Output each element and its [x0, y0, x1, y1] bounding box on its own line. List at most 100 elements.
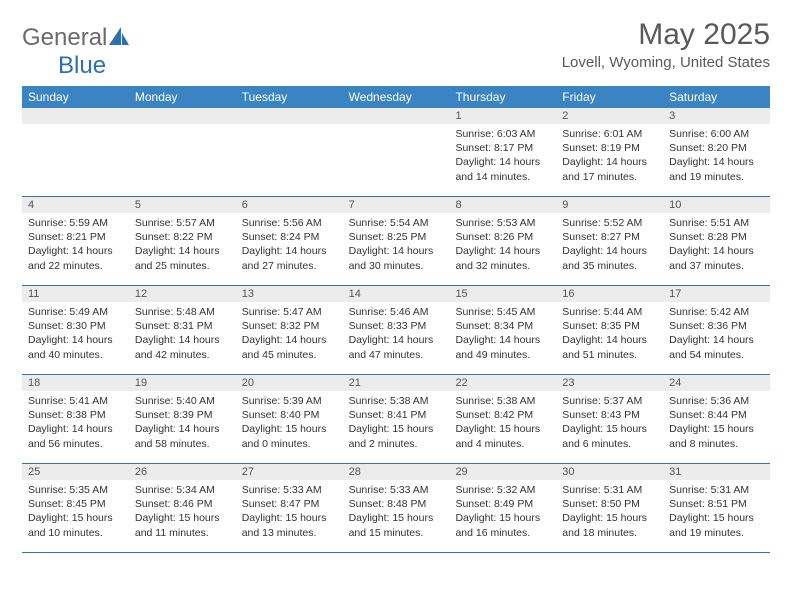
day-number: 7 — [343, 197, 450, 213]
sunset-text: Sunset: 8:27 PM — [562, 230, 657, 244]
day-cell: 9Sunrise: 5:52 AMSunset: 8:27 PMDaylight… — [556, 197, 663, 285]
sunset-text: Sunset: 8:45 PM — [28, 497, 123, 511]
day-body: Sunrise: 5:40 AMSunset: 8:39 PMDaylight:… — [129, 391, 236, 456]
sunrise-text: Sunrise: 5:39 AM — [242, 394, 337, 408]
daylight-text: Daylight: 14 hours and 22 minutes. — [28, 244, 123, 272]
day-cell: 1Sunrise: 6:03 AMSunset: 8:17 PMDaylight… — [449, 108, 556, 196]
sunset-text: Sunset: 8:41 PM — [349, 408, 444, 422]
day-number: 24 — [663, 375, 770, 391]
daylight-text: Daylight: 14 hours and 30 minutes. — [349, 244, 444, 272]
sunset-text: Sunset: 8:30 PM — [28, 319, 123, 333]
day-body: Sunrise: 5:57 AMSunset: 8:22 PMDaylight:… — [129, 213, 236, 278]
day-cell: 4Sunrise: 5:59 AMSunset: 8:21 PMDaylight… — [22, 197, 129, 285]
day-number — [22, 108, 129, 124]
sunset-text: Sunset: 8:25 PM — [349, 230, 444, 244]
sunset-text: Sunset: 8:38 PM — [28, 408, 123, 422]
day-number: 3 — [663, 108, 770, 124]
day-body: Sunrise: 5:39 AMSunset: 8:40 PMDaylight:… — [236, 391, 343, 456]
sunrise-text: Sunrise: 5:35 AM — [28, 483, 123, 497]
sunset-text: Sunset: 8:39 PM — [135, 408, 230, 422]
day-number: 22 — [449, 375, 556, 391]
day-body — [22, 124, 129, 132]
day-body: Sunrise: 5:33 AMSunset: 8:47 PMDaylight:… — [236, 480, 343, 545]
day-cell: 26Sunrise: 5:34 AMSunset: 8:46 PMDayligh… — [129, 464, 236, 552]
daylight-text: Daylight: 14 hours and 35 minutes. — [562, 244, 657, 272]
sunset-text: Sunset: 8:47 PM — [242, 497, 337, 511]
day-cell: 31Sunrise: 5:31 AMSunset: 8:51 PMDayligh… — [663, 464, 770, 552]
header: General Blue May 2025 Lovell, Wyoming, U… — [22, 18, 770, 80]
day-number — [343, 108, 450, 124]
sunset-text: Sunset: 8:42 PM — [455, 408, 550, 422]
day-cell — [236, 108, 343, 196]
sunrise-text: Sunrise: 5:40 AM — [135, 394, 230, 408]
day-cell: 13Sunrise: 5:47 AMSunset: 8:32 PMDayligh… — [236, 286, 343, 374]
day-body — [129, 124, 236, 132]
sunset-text: Sunset: 8:22 PM — [135, 230, 230, 244]
daylight-text: Daylight: 14 hours and 47 minutes. — [349, 333, 444, 361]
sunset-text: Sunset: 8:17 PM — [455, 141, 550, 155]
day-header: Monday — [129, 86, 236, 108]
day-body: Sunrise: 5:44 AMSunset: 8:35 PMDaylight:… — [556, 302, 663, 367]
day-body: Sunrise: 5:53 AMSunset: 8:26 PMDaylight:… — [449, 213, 556, 278]
day-cell: 18Sunrise: 5:41 AMSunset: 8:38 PMDayligh… — [22, 375, 129, 463]
day-cell: 16Sunrise: 5:44 AMSunset: 8:35 PMDayligh… — [556, 286, 663, 374]
sunrise-text: Sunrise: 5:49 AM — [28, 305, 123, 319]
daylight-text: Daylight: 15 hours and 15 minutes. — [349, 511, 444, 539]
day-number: 26 — [129, 464, 236, 480]
day-cell: 15Sunrise: 5:45 AMSunset: 8:34 PMDayligh… — [449, 286, 556, 374]
day-body — [343, 124, 450, 132]
day-number: 18 — [22, 375, 129, 391]
sunrise-text: Sunrise: 5:33 AM — [242, 483, 337, 497]
day-body: Sunrise: 6:01 AMSunset: 8:19 PMDaylight:… — [556, 124, 663, 189]
sunset-text: Sunset: 8:28 PM — [669, 230, 764, 244]
daylight-text: Daylight: 14 hours and 25 minutes. — [135, 244, 230, 272]
week-row: 1Sunrise: 6:03 AMSunset: 8:17 PMDaylight… — [22, 108, 770, 197]
daylight-text: Daylight: 14 hours and 14 minutes. — [455, 155, 550, 183]
sunrise-text: Sunrise: 5:48 AM — [135, 305, 230, 319]
day-number: 17 — [663, 286, 770, 302]
day-cell — [22, 108, 129, 196]
sunrise-text: Sunrise: 6:01 AM — [562, 127, 657, 141]
sunrise-text: Sunrise: 5:44 AM — [562, 305, 657, 319]
sunset-text: Sunset: 8:49 PM — [455, 497, 550, 511]
sunset-text: Sunset: 8:35 PM — [562, 319, 657, 333]
daylight-text: Daylight: 14 hours and 42 minutes. — [135, 333, 230, 361]
day-number: 15 — [449, 286, 556, 302]
sunset-text: Sunset: 8:24 PM — [242, 230, 337, 244]
day-body: Sunrise: 5:34 AMSunset: 8:46 PMDaylight:… — [129, 480, 236, 545]
logo-text-general: General — [22, 24, 107, 51]
day-body: Sunrise: 5:59 AMSunset: 8:21 PMDaylight:… — [22, 213, 129, 278]
day-number: 28 — [343, 464, 450, 480]
sunrise-text: Sunrise: 5:52 AM — [562, 216, 657, 230]
day-cell: 19Sunrise: 5:40 AMSunset: 8:39 PMDayligh… — [129, 375, 236, 463]
day-cell: 27Sunrise: 5:33 AMSunset: 8:47 PMDayligh… — [236, 464, 343, 552]
daylight-text: Daylight: 15 hours and 6 minutes. — [562, 422, 657, 450]
day-cell: 14Sunrise: 5:46 AMSunset: 8:33 PMDayligh… — [343, 286, 450, 374]
day-cell: 6Sunrise: 5:56 AMSunset: 8:24 PMDaylight… — [236, 197, 343, 285]
day-cell: 29Sunrise: 5:32 AMSunset: 8:49 PMDayligh… — [449, 464, 556, 552]
daylight-text: Daylight: 14 hours and 32 minutes. — [455, 244, 550, 272]
day-header: Sunday — [22, 86, 129, 108]
day-body: Sunrise: 6:00 AMSunset: 8:20 PMDaylight:… — [663, 124, 770, 189]
day-number: 8 — [449, 197, 556, 213]
sunrise-text: Sunrise: 6:00 AM — [669, 127, 764, 141]
day-cell: 25Sunrise: 5:35 AMSunset: 8:45 PMDayligh… — [22, 464, 129, 552]
sunrise-text: Sunrise: 5:51 AM — [669, 216, 764, 230]
daylight-text: Daylight: 15 hours and 0 minutes. — [242, 422, 337, 450]
sunset-text: Sunset: 8:46 PM — [135, 497, 230, 511]
day-number: 13 — [236, 286, 343, 302]
day-header-row: SundayMondayTuesdayWednesdayThursdayFrid… — [22, 86, 770, 108]
day-body: Sunrise: 5:56 AMSunset: 8:24 PMDaylight:… — [236, 213, 343, 278]
day-cell: 11Sunrise: 5:49 AMSunset: 8:30 PMDayligh… — [22, 286, 129, 374]
sunrise-text: Sunrise: 5:38 AM — [455, 394, 550, 408]
sunrise-text: Sunrise: 5:33 AM — [349, 483, 444, 497]
sunset-text: Sunset: 8:32 PM — [242, 319, 337, 333]
daylight-text: Daylight: 14 hours and 54 minutes. — [669, 333, 764, 361]
daylight-text: Daylight: 14 hours and 17 minutes. — [562, 155, 657, 183]
daylight-text: Daylight: 14 hours and 56 minutes. — [28, 422, 123, 450]
daylight-text: Daylight: 15 hours and 16 minutes. — [455, 511, 550, 539]
calendar-grid: SundayMondayTuesdayWednesdayThursdayFrid… — [22, 86, 770, 553]
day-header: Wednesday — [343, 86, 450, 108]
day-cell: 24Sunrise: 5:36 AMSunset: 8:44 PMDayligh… — [663, 375, 770, 463]
month-title: May 2025 — [562, 18, 770, 52]
